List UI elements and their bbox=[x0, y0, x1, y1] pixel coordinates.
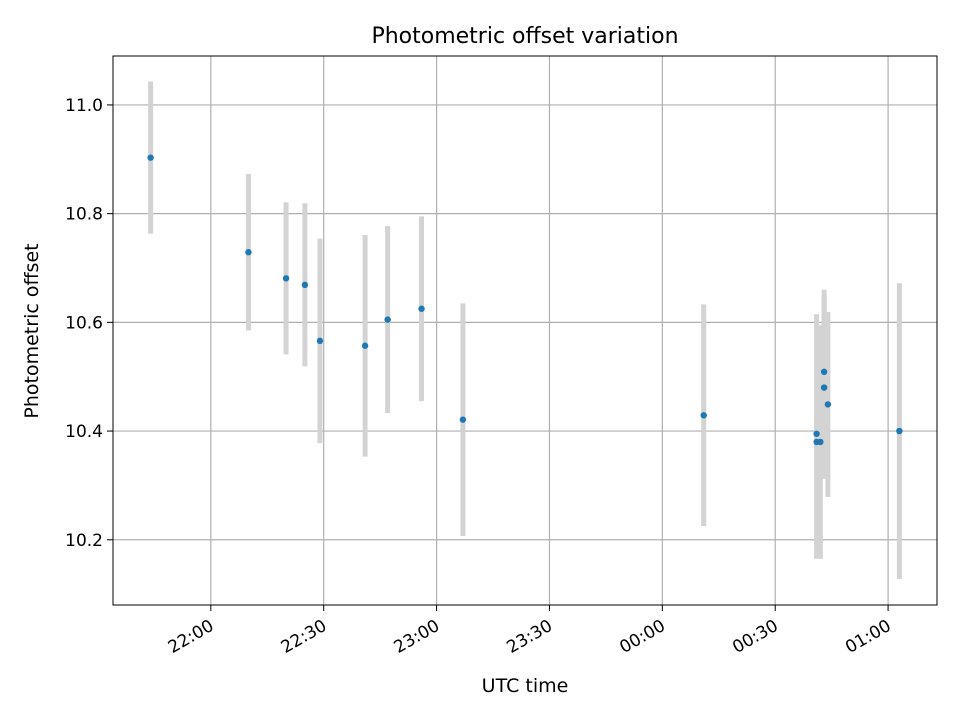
data-point bbox=[418, 305, 425, 312]
data-point bbox=[824, 401, 832, 408]
y-tick-label: 10.8 bbox=[65, 205, 103, 225]
data-point bbox=[301, 281, 309, 289]
data-point bbox=[147, 154, 154, 161]
chart-title: Photometric offset variation bbox=[371, 24, 678, 49]
data-point bbox=[282, 275, 290, 282]
y-axis-ticks: 10.2 10.4 10.6 10.8 11.0 bbox=[65, 96, 113, 551]
data-point bbox=[820, 368, 828, 376]
x-axis-label: UTC time bbox=[482, 675, 569, 697]
y-axis-label: Photometric offset bbox=[21, 243, 43, 418]
data-point bbox=[459, 416, 467, 423]
data-point bbox=[700, 412, 707, 419]
data-points bbox=[147, 154, 903, 446]
y-tick-label: 10.2 bbox=[65, 531, 103, 551]
y-tick-label: 11.0 bbox=[65, 96, 103, 116]
data-point bbox=[384, 316, 391, 323]
data-point bbox=[896, 427, 903, 435]
plot-frame bbox=[112, 55, 938, 606]
data-point bbox=[316, 337, 324, 345]
data-point bbox=[817, 438, 824, 446]
data-point bbox=[361, 342, 369, 349]
data-point bbox=[813, 430, 820, 437]
data-point bbox=[820, 384, 828, 391]
data-point bbox=[245, 249, 252, 256]
grid bbox=[113, 56, 937, 605]
y-tick-label: 10.4 bbox=[65, 422, 103, 442]
y-tick-label: 10.6 bbox=[65, 313, 103, 333]
